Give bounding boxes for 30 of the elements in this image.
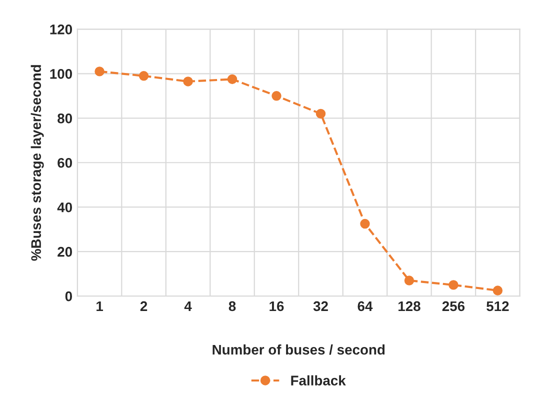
point (183, 76, 193, 86)
point (360, 218, 370, 229)
legend-label: Fallback (291, 375, 346, 386)
x-tick-label: 4 (184, 301, 192, 311)
point (316, 108, 326, 119)
y-tick-label: 20 (58, 246, 72, 257)
x-axis-title: Number of buses / second (212, 344, 385, 355)
y-tick-label: 80 (58, 113, 72, 124)
x-tick-label: 2 (140, 301, 148, 311)
x-tick-label: 512 (486, 301, 509, 312)
x-tick-label: 8 (228, 301, 236, 312)
x-tick-label: 128 (398, 301, 420, 312)
y-tick-label: 40 (57, 202, 72, 212)
y-tick-label: 120 (50, 24, 72, 34)
x-tick-label: 256 (442, 301, 465, 312)
x-tick-label: 16 (270, 301, 284, 312)
x-tick-label: 64 (358, 301, 373, 312)
x-tick-label: 32 (313, 301, 328, 312)
point (227, 74, 238, 84)
x-tick-label: 1 (96, 301, 104, 311)
point (272, 91, 282, 101)
y-axis-title: %Buses storage layer/second (30, 65, 44, 261)
y-tick-label: 100 (50, 69, 72, 79)
y-tick-label: 0 (65, 291, 72, 302)
point (138, 71, 149, 81)
y-tick-label: 60 (58, 158, 72, 168)
point (94, 66, 104, 76)
point (492, 286, 503, 296)
point (448, 280, 458, 290)
point (404, 276, 414, 286)
